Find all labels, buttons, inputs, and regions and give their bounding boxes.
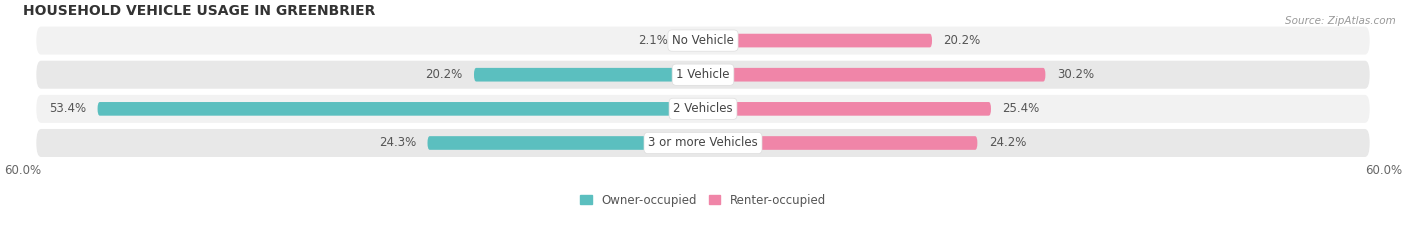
FancyBboxPatch shape [703, 34, 932, 48]
Text: 2 Vehicles: 2 Vehicles [673, 102, 733, 115]
Text: 30.2%: 30.2% [1057, 68, 1094, 81]
Text: 53.4%: 53.4% [49, 102, 86, 115]
Text: 1 Vehicle: 1 Vehicle [676, 68, 730, 81]
FancyBboxPatch shape [474, 68, 703, 81]
FancyBboxPatch shape [427, 136, 703, 150]
FancyBboxPatch shape [37, 61, 1369, 89]
Text: 24.2%: 24.2% [988, 136, 1026, 150]
FancyBboxPatch shape [703, 68, 1046, 81]
Text: 20.2%: 20.2% [426, 68, 463, 81]
Text: No Vehicle: No Vehicle [672, 34, 734, 47]
Text: 25.4%: 25.4% [1002, 102, 1039, 115]
Text: Source: ZipAtlas.com: Source: ZipAtlas.com [1285, 16, 1396, 26]
Text: 24.3%: 24.3% [378, 136, 416, 150]
FancyBboxPatch shape [703, 136, 977, 150]
Legend: Owner-occupied, Renter-occupied: Owner-occupied, Renter-occupied [575, 189, 831, 212]
Text: HOUSEHOLD VEHICLE USAGE IN GREENBRIER: HOUSEHOLD VEHICLE USAGE IN GREENBRIER [22, 4, 375, 18]
Text: 3 or more Vehicles: 3 or more Vehicles [648, 136, 758, 150]
FancyBboxPatch shape [97, 102, 703, 116]
Text: 2.1%: 2.1% [638, 34, 668, 47]
FancyBboxPatch shape [37, 129, 1369, 157]
FancyBboxPatch shape [679, 34, 703, 48]
FancyBboxPatch shape [37, 27, 1369, 55]
FancyBboxPatch shape [703, 102, 991, 116]
Text: 20.2%: 20.2% [943, 34, 980, 47]
FancyBboxPatch shape [37, 95, 1369, 123]
